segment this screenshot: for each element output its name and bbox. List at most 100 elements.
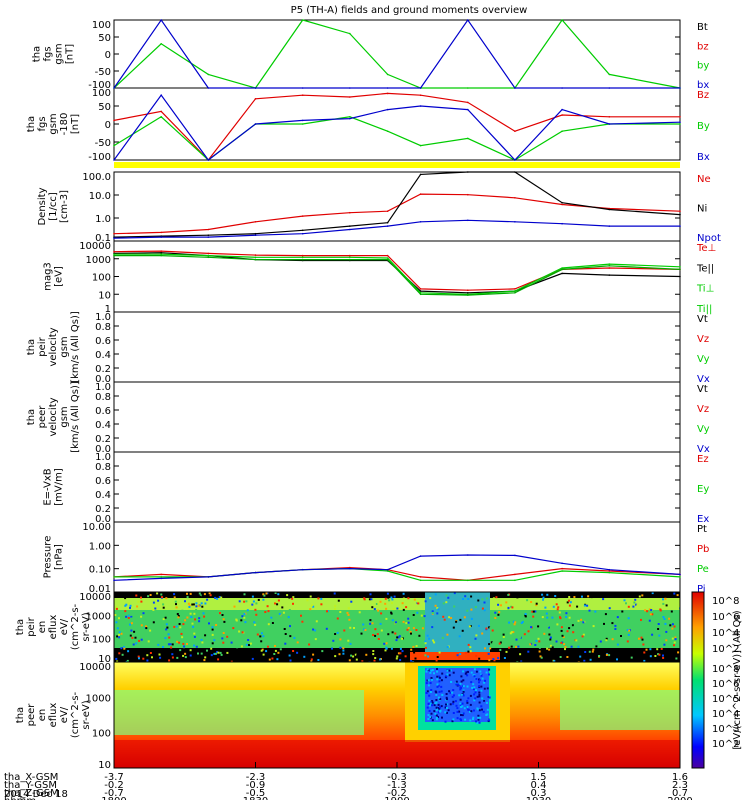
x-row-value: 1800 [101, 796, 126, 800]
series-point-Bx [386, 108, 389, 111]
y-tick-label: -100 [88, 80, 111, 91]
series-point-Pe [113, 576, 115, 578]
y-axis-label: [eV] [54, 266, 65, 287]
series-point-Ti|| [349, 258, 351, 261]
series-point-Ne [514, 197, 516, 199]
x-row-value: -0.2 [104, 780, 124, 791]
series-point-Bx [207, 159, 210, 161]
series-point-Te⊥ [254, 254, 257, 256]
y-tick-label: 100 [92, 20, 111, 31]
electron-spectrogram [114, 662, 680, 768]
series-point-Ti|| [160, 254, 162, 257]
series-point-Npot [254, 234, 257, 236]
series-point-Ne [467, 193, 469, 196]
y-tick-label: 10 [98, 290, 111, 301]
series-point-Npot [207, 236, 210, 238]
y-axis-label: tha [26, 339, 37, 355]
legend-entry: Vy [697, 424, 710, 435]
panel-frame [113, 240, 681, 313]
y-axis-label: gsm [48, 113, 59, 134]
y-axis-label: tha [26, 116, 37, 132]
legend-entry: By [697, 121, 710, 132]
series-point-Ne [419, 193, 422, 195]
x-axis: tha_X-GSM -3.7 -2.3 -0.3 1.5 1.6 tha_Y-GSM -0.2… [4, 762, 693, 800]
colorbar-label: [eV/(cm^2-s-sr-eV)] (All Qs) [732, 610, 743, 749]
colorbar-gradient [691, 591, 705, 769]
y-tick-label: 100 [92, 635, 111, 646]
y-tick-label: 0.4 [95, 350, 111, 361]
series-point-Te⊥ [386, 254, 389, 257]
series-point-Pi [160, 577, 162, 580]
y-tick-label: 1000 [86, 611, 111, 622]
series-point-Bz [349, 96, 351, 98]
series-point-By [160, 116, 162, 118]
series-point-By [679, 123, 681, 125]
y-axis-label: gsm [59, 406, 70, 427]
status-bar [114, 162, 680, 168]
x-row-value: -1.3 [387, 780, 407, 791]
series-point-bx [160, 19, 162, 21]
y-tick-label: 0.8 [95, 322, 111, 333]
y-tick-label: 0.8 [95, 392, 111, 403]
series-point-Npot [561, 222, 563, 225]
series-point-Bz [561, 114, 563, 116]
x-row-value: 2.3 [672, 780, 688, 791]
y-axis-label: tha [15, 707, 26, 723]
y-tick-label: 10 [98, 654, 111, 665]
y-axis-label: -180 [59, 113, 70, 136]
y-axis-label: mag3 [43, 262, 54, 291]
y-axis-label: fgs [43, 46, 54, 61]
series-point-Te|| [679, 275, 681, 278]
series-point-by [467, 87, 469, 89]
y-tick-label: -50 [95, 67, 111, 78]
y-axis-label: E=-VxB [43, 468, 54, 505]
series-point-Ti|| [514, 292, 516, 294]
y-tick-label: 100 [92, 729, 111, 740]
series-point-Npot [301, 232, 304, 235]
series-point-Pb [160, 573, 162, 576]
colorbar-tick: 10^4 [712, 628, 739, 639]
series-point-By [113, 144, 115, 147]
y-axis-label: peer [26, 703, 37, 727]
x-row-name: tha_Y-GSM [4, 780, 57, 791]
series-point-Pi [207, 576, 210, 578]
y-axis-label: gsm [59, 336, 70, 357]
series-point-Te⊥ [419, 288, 422, 290]
legend-entry: by [697, 61, 709, 72]
y-axis-label: eV/ [59, 706, 70, 723]
series-line-Ne [113, 193, 681, 235]
panel-peer-vel: 1.00.8 0.6 0.4 0.20.0 tha peer velocity gsm [km/… [26, 381, 710, 455]
y-tick-label: 10000 [79, 241, 111, 252]
series-point-Ti⊥ [349, 256, 351, 259]
series-point-bx [608, 87, 611, 89]
legend-entry: Bt [697, 22, 708, 33]
legend-entry: Te⊥ [696, 243, 716, 254]
series-point-Pe [608, 571, 611, 574]
series-point-Bz [514, 130, 516, 132]
series-point-Ni [207, 234, 210, 236]
series-point-Pb [608, 570, 611, 572]
series-point-by [561, 19, 563, 21]
series-point-Ni [419, 173, 422, 176]
x-row-value: -0.7 [104, 788, 124, 799]
series-point-By [386, 130, 389, 132]
colorbar-tick: 10^3 [712, 724, 739, 735]
legend-entry: Ne [697, 174, 711, 185]
series-point-Pe [419, 579, 422, 582]
series-point-Pe [679, 576, 681, 578]
series-line-Ti|| [114, 255, 681, 296]
y-axis-label: en [37, 709, 48, 722]
series-point-Npot [160, 236, 162, 238]
y-axis-label: [cm-3] [59, 190, 70, 223]
legend-entry: Ex [697, 514, 709, 525]
series-point-Pe [386, 570, 389, 572]
legend-entry: Pt [697, 524, 707, 535]
y-tick-label: 10.0 [89, 191, 111, 202]
y-axis-label: [1/cc] [48, 192, 59, 221]
y-tick-label: 1.0 [95, 312, 111, 323]
y-axis-label: Density [37, 187, 48, 225]
series-point-By [349, 116, 351, 118]
series-point-Bz [386, 92, 389, 95]
series-point-Ni [349, 225, 351, 227]
